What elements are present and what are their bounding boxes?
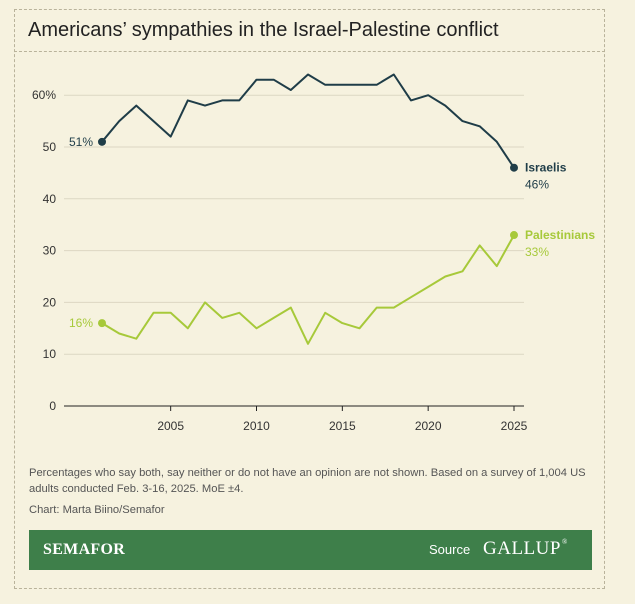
- x-tick-label: 2005: [157, 419, 184, 433]
- x-tick-label: 2025: [501, 419, 528, 433]
- series-line-israelis: [101, 73, 515, 169]
- y-tick-label: 40: [43, 192, 57, 206]
- registered-mark: ®: [561, 538, 568, 546]
- y-tick-label: 50: [43, 140, 57, 154]
- y-tick-label: 60%: [32, 88, 56, 102]
- series-name-palestinians: Palestinians: [525, 228, 595, 242]
- y-tick-label: 20: [43, 295, 57, 309]
- data-point-palestinians: [510, 231, 518, 240]
- x-tick-label: 2010: [243, 419, 270, 433]
- x-tick-label: 2020: [415, 419, 442, 433]
- gallup-name: GALLUP: [483, 538, 561, 559]
- series-line-palestinians: [101, 234, 515, 345]
- y-tick-label: 30: [43, 244, 57, 258]
- chart-credit: Chart: Marta Biino/Semafor: [29, 504, 165, 516]
- footer-bar: SEMAFOR Source GALLUP®: [29, 530, 592, 570]
- source-label: Source: [429, 542, 471, 557]
- end-label-palestinians: 33%: [525, 245, 549, 259]
- semafor-logo[interactable]: SEMAFOR: [43, 541, 126, 558]
- y-tick-label: 10: [43, 347, 57, 361]
- x-tick-label: 2015: [329, 419, 356, 433]
- title-row: Americans’ sympathies in the Israel-Pale…: [14, 9, 605, 52]
- data-point-israelis: [510, 163, 518, 172]
- series-name-israelis: Israelis: [525, 161, 567, 175]
- data-point-palestinians: [98, 319, 106, 328]
- gallup-logo[interactable]: GALLUP®: [483, 538, 568, 560]
- y-tick-label: 0: [49, 399, 56, 413]
- chart-title: Americans’ sympathies in the Israel-Pale…: [28, 19, 499, 41]
- start-label-palestinians: 16%: [69, 316, 93, 330]
- data-point-israelis: [98, 137, 106, 146]
- chart-frame: [14, 9, 605, 589]
- chart-note: Percentages who say both, say neither or…: [29, 467, 586, 495]
- end-label-israelis: 46%: [525, 178, 549, 192]
- start-label-israelis: 51%: [69, 135, 93, 149]
